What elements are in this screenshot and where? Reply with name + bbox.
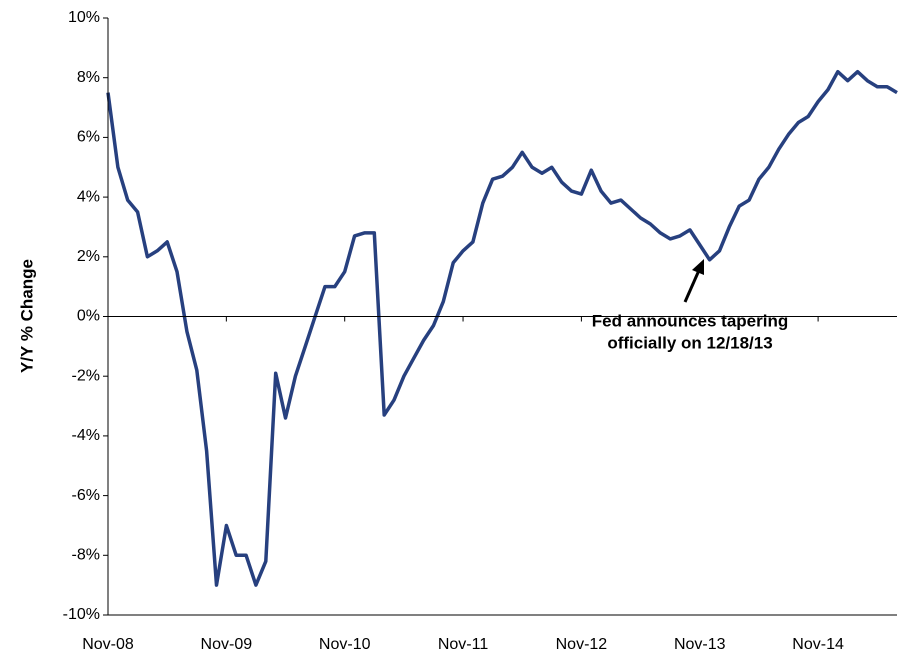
- y-tick-label: -2%: [72, 367, 100, 384]
- y-axis-label: Y/Y % Change: [17, 259, 36, 373]
- x-tick-label: Nov-08: [82, 636, 134, 653]
- x-tick-label: Nov-13: [674, 636, 726, 653]
- annotation: Fed announces tapering: [592, 311, 788, 330]
- y-tick-label: -10%: [63, 606, 100, 623]
- x-tick-label: Nov-09: [201, 636, 253, 653]
- annotation-bg: [560, 308, 822, 354]
- x-tick-label: Nov-10: [319, 636, 371, 653]
- annotation-arrow: [683, 267, 702, 303]
- y-tick-label: -6%: [72, 487, 100, 504]
- annotation-arrowhead: [692, 259, 704, 275]
- y-tick-label: 4%: [77, 188, 100, 205]
- y-tick-label: -4%: [72, 427, 100, 444]
- y-tick-label: -8%: [72, 547, 100, 564]
- y-tick-label: 0%: [77, 308, 100, 325]
- annotation: officially on 12/18/13: [607, 333, 772, 352]
- x-tick-label: Nov-12: [556, 636, 608, 653]
- x-tick-label: Nov-11: [438, 636, 488, 653]
- y-tick-label: 10%: [68, 9, 100, 26]
- y-tick-label: 6%: [77, 129, 100, 146]
- y-tick-label: 2%: [77, 248, 100, 265]
- data-line: [106, 69, 898, 587]
- x-tick-label: Nov-14: [792, 636, 844, 653]
- y-tick-label: 8%: [77, 69, 100, 86]
